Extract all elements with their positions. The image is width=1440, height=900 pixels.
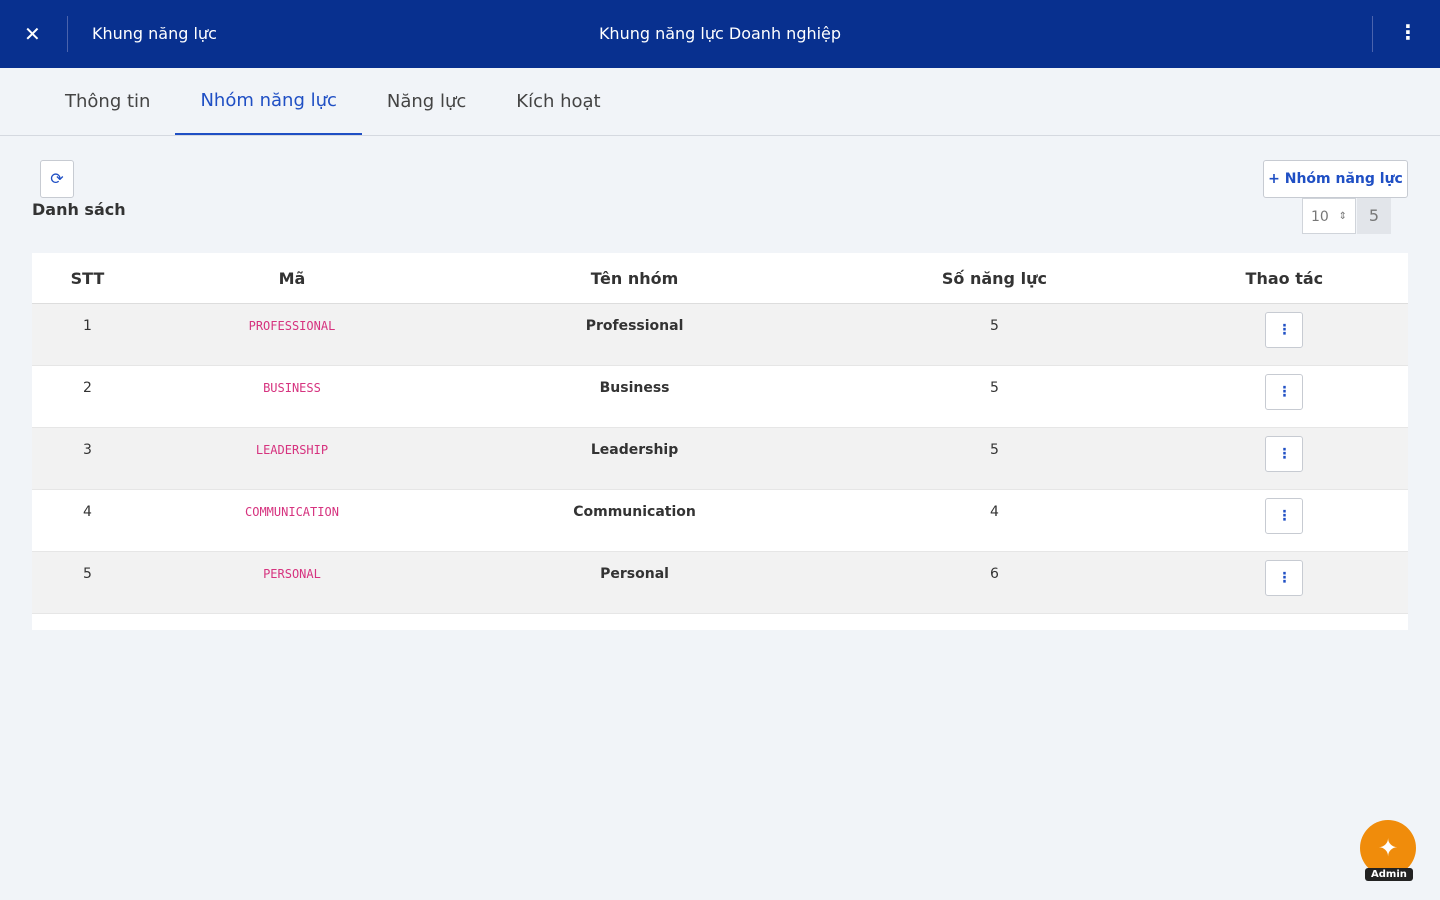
close-button[interactable]: ✕ (24, 22, 41, 46)
code: BUSINESS (263, 381, 321, 395)
count: 5 (989, 380, 999, 396)
cell (32, 614, 1408, 630)
code: PROFESSIONAL (248, 319, 336, 333)
add-button[interactable]: + Nhóm năng lực (1263, 160, 1408, 198)
row-action-button[interactable]: ⋮ (1265, 374, 1304, 410)
menu-button[interactable]: ⋮ (1398, 20, 1418, 44)
cell: Professional (440, 303, 829, 366)
add-label: Nhóm năng lực (1284, 171, 1403, 187)
column-header: Mã (142, 253, 441, 304)
cell: 5 (828, 303, 1161, 366)
cell: Business (440, 365, 829, 428)
column-header: Thao tác (1160, 253, 1408, 304)
cell: 2 (32, 365, 143, 428)
group-name: Personal (600, 566, 669, 582)
breadcrumb[interactable]: Khung năng lực (92, 24, 217, 43)
assistant-button[interactable]: ✦ (1360, 820, 1416, 876)
code: LEADERSHIP (255, 443, 329, 457)
count: 6 (989, 566, 999, 582)
page-title: Khung năng lực Doanh nghiệp (598, 24, 842, 43)
table-row: 1 PROFESSIONAL Professional 5 ⋮ (32, 303, 1408, 366)
tabs: Thông tin Nhóm năng lực Năng lực Kích hoạt (0, 68, 1440, 136)
cell: ⋮ (1160, 303, 1408, 366)
index: 2 (83, 380, 92, 396)
cell: ⋮ (1160, 551, 1408, 614)
tab[interactable]: Năng lực (386, 91, 467, 112)
row-action-button[interactable]: ⋮ (1265, 436, 1304, 472)
row-action-button[interactable]: ⋮ (1265, 312, 1304, 348)
cell: ⋮ (1160, 427, 1408, 490)
cell: ⋮ (1160, 365, 1408, 428)
cell: BUSINESS (142, 365, 441, 428)
tab[interactable]: Nhóm năng lực (175, 68, 362, 135)
table-row: 4 COMMUNICATION Communication 4 ⋮ (32, 489, 1408, 552)
count: 5 (989, 442, 999, 458)
cell: 5 (32, 551, 143, 614)
header: ✕ Khung năng lực Khung năng lực Doanh ng… (0, 0, 1440, 68)
row-action-button[interactable]: ⋮ (1265, 498, 1304, 534)
table-row: 2 BUSINESS Business 5 ⋮ (32, 365, 1408, 428)
index: 1 (83, 318, 92, 334)
tab[interactable]: Kích hoạt (516, 91, 601, 112)
cell: 6 (828, 551, 1161, 614)
index: 3 (83, 442, 92, 458)
group-name: Communication (573, 504, 696, 520)
spacer-row (32, 614, 1408, 630)
divider (67, 16, 68, 52)
cell: 4 (828, 489, 1161, 552)
column-header: Tên nhóm (440, 253, 829, 304)
table-row: 5 PERSONAL Personal 6 ⋮ (32, 551, 1408, 614)
group-name: Business (599, 380, 670, 396)
cell: 3 (32, 427, 143, 490)
code: PERSONAL (263, 567, 321, 581)
column-header: STT (32, 253, 143, 304)
group-name: Professional (585, 318, 684, 334)
count: 5 (989, 318, 999, 334)
total: 5 (1357, 198, 1391, 234)
cell: PERSONAL (142, 551, 441, 614)
cell: Personal (440, 551, 829, 614)
count: 4 (989, 504, 999, 520)
divider (1372, 16, 1373, 52)
cell: 5 (828, 365, 1161, 428)
cell: 5 (828, 427, 1161, 490)
refresh-button[interactable]: ⟳ (40, 160, 74, 198)
page-size[interactable]: 10 ⇕ (1302, 198, 1356, 234)
cell: COMMUNICATION (142, 489, 441, 552)
group-name: Leadership (590, 442, 679, 458)
cell: 1 (32, 303, 143, 366)
cell: LEADERSHIP (142, 427, 441, 490)
column-header: Số năng lực (828, 253, 1161, 304)
cell: ⋮ (1160, 489, 1408, 552)
index: 5 (83, 566, 92, 582)
code: COMMUNICATION (245, 505, 339, 519)
assistant-label: Admin (1365, 868, 1413, 881)
cell: Leadership (440, 427, 829, 490)
page-size-value: 10 (1311, 209, 1329, 225)
tab[interactable]: Thông tin (65, 91, 151, 112)
table-row: 3 LEADERSHIP Leadership 5 ⋮ (32, 427, 1408, 490)
cell: PROFESSIONAL (142, 303, 441, 366)
row-action-button[interactable]: ⋮ (1265, 560, 1304, 596)
list-label: Danh sách (32, 200, 126, 219)
index: 4 (83, 504, 92, 520)
table: STT Mã Tên nhóm Số năng lực Thao tác 1 PROFESS… (32, 253, 1408, 630)
cell: 4 (32, 489, 143, 552)
cell: Communication (440, 489, 829, 552)
